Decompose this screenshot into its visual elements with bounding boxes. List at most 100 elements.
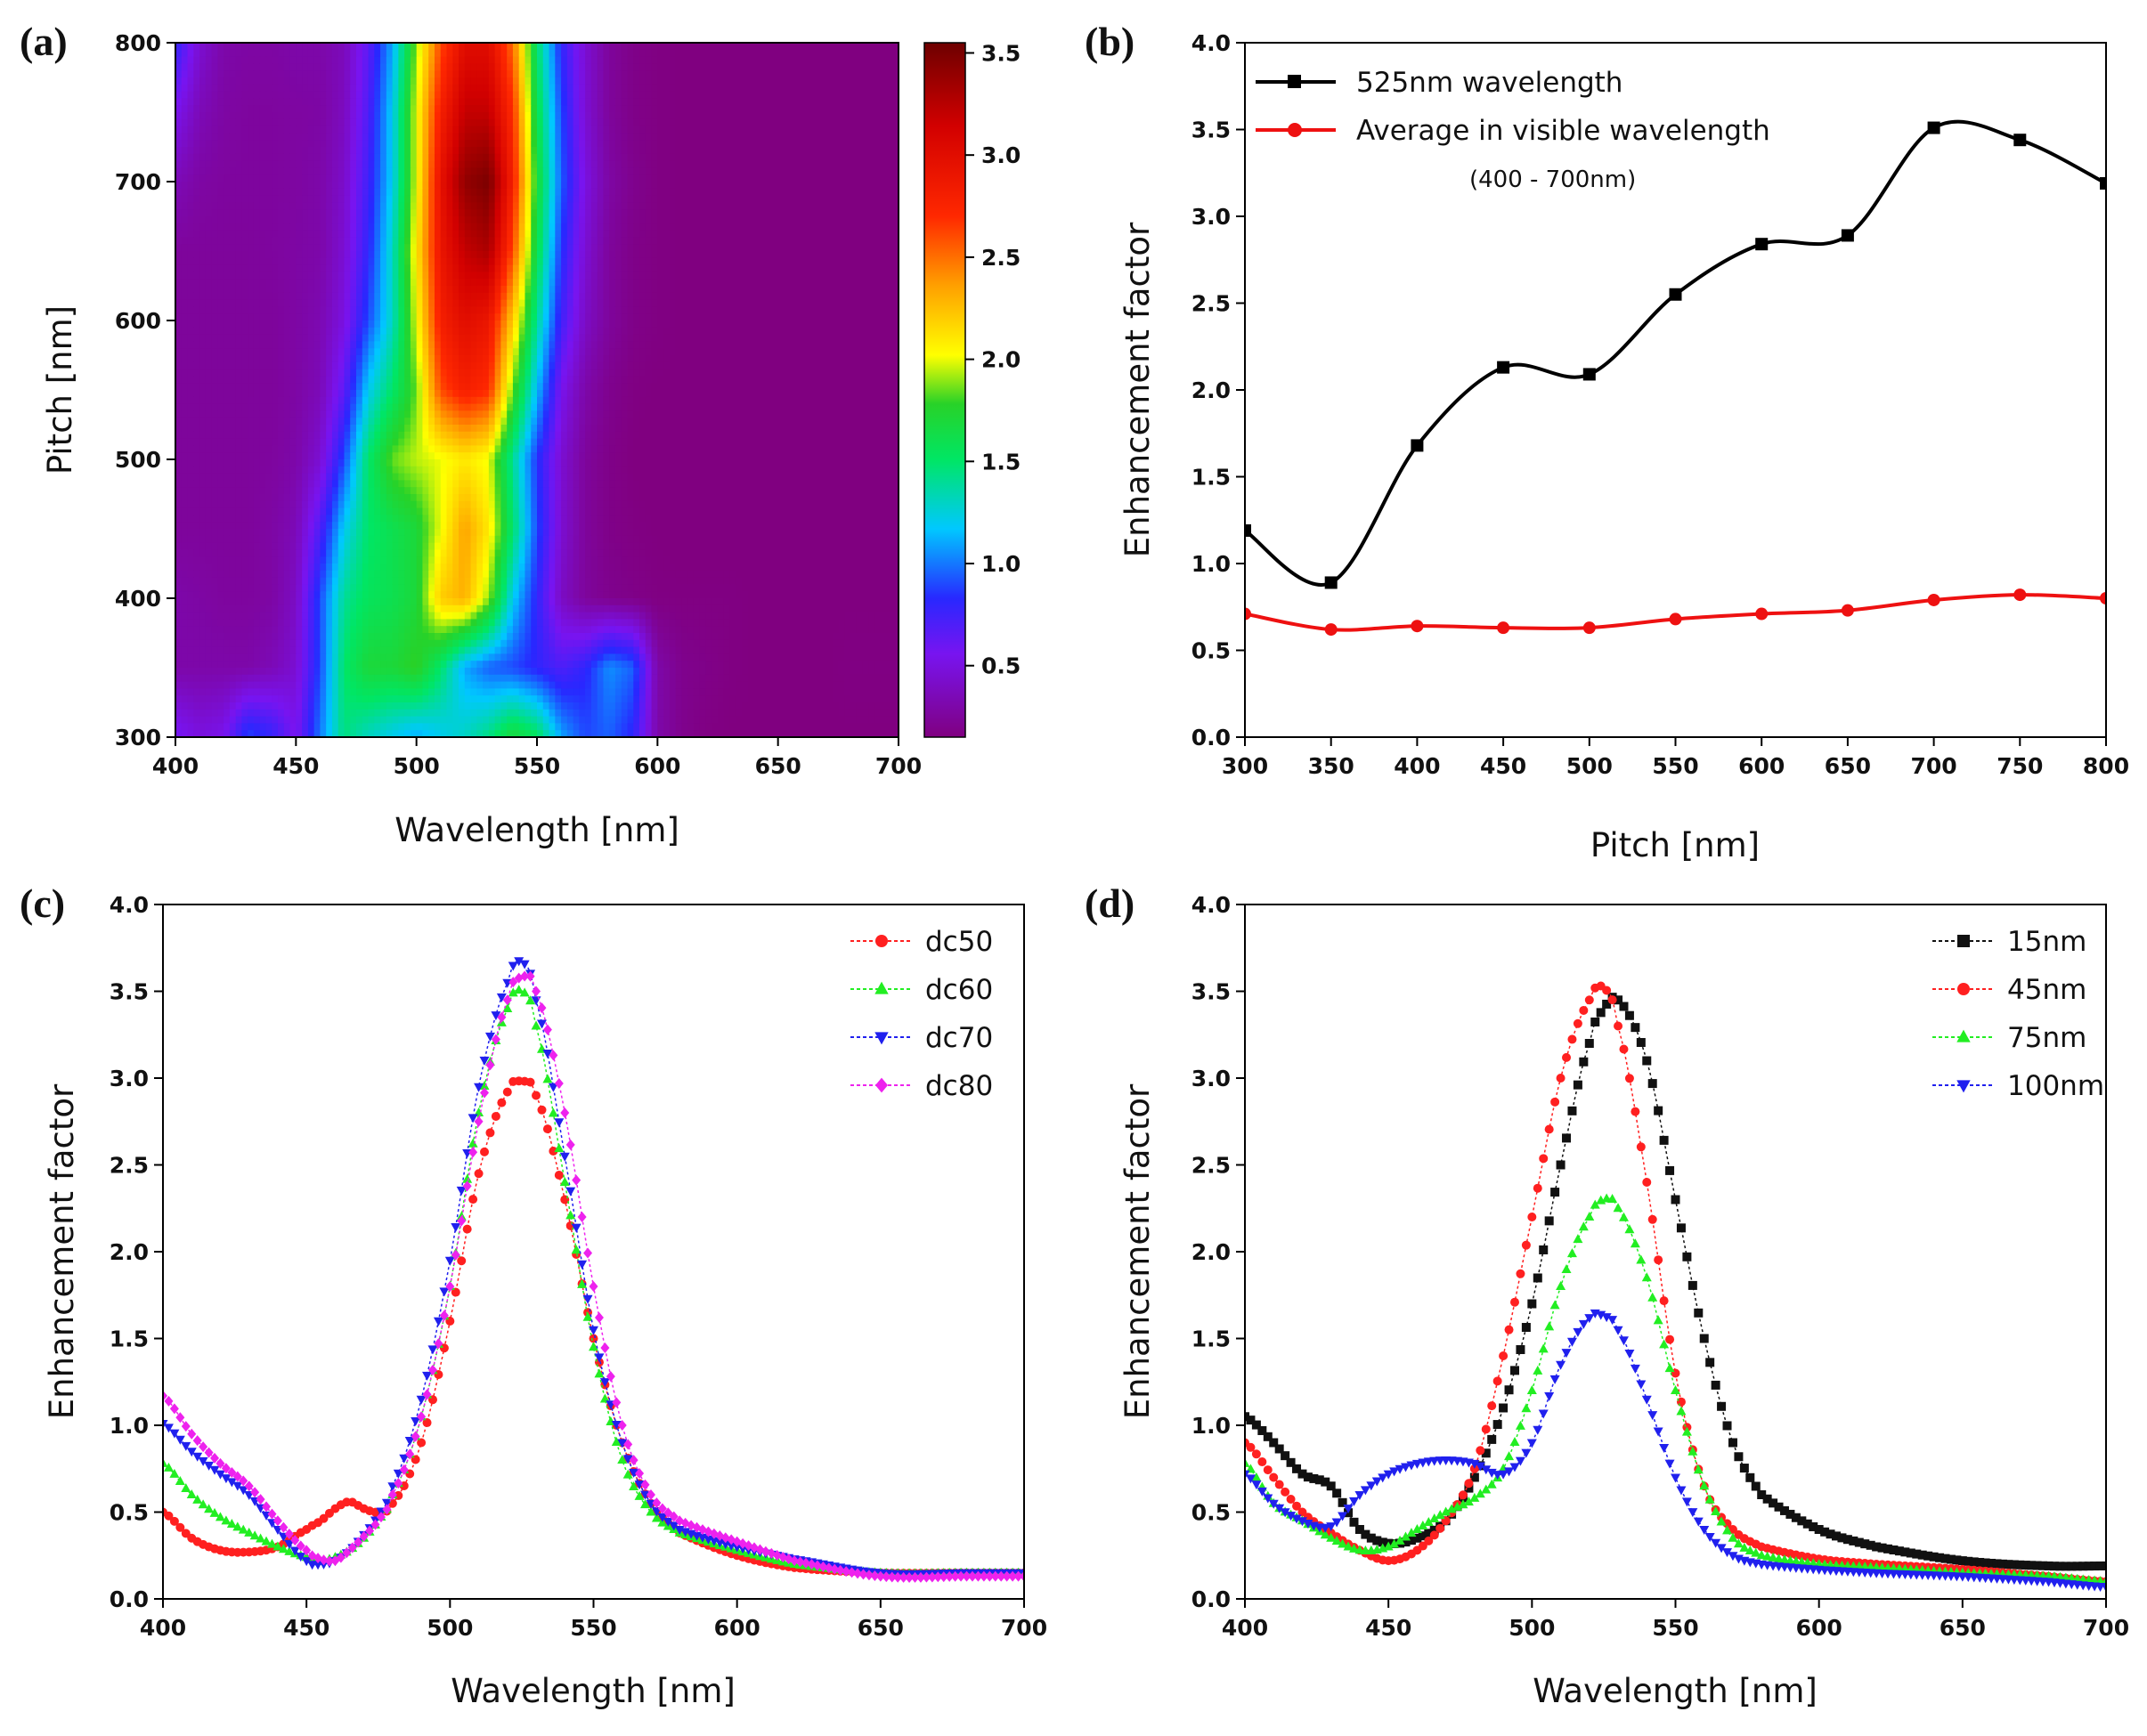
heatmap-cell: [380, 257, 387, 266]
heatmap-cell: [175, 237, 183, 245]
heatmap-cell: [771, 182, 779, 190]
heatmap-cell: [790, 167, 797, 175]
heatmap-cell: [296, 126, 303, 134]
heatmap-cell: [518, 237, 526, 245]
heatmap-cell: [488, 63, 496, 71]
heatmap-cell: [742, 133, 749, 141]
heatmap-cell: [259, 202, 267, 210]
heatmap-cell: [248, 272, 255, 280]
heatmap-cell: [850, 43, 858, 51]
heatmap-cell: [217, 133, 224, 141]
heatmap-cell: [512, 209, 520, 217]
heatmap-cell: [356, 147, 363, 155]
heatmap-cell: [784, 182, 791, 190]
heatmap-cell: [555, 327, 562, 336]
heatmap-cell: [844, 237, 851, 245]
heatmap-cell: [512, 174, 520, 183]
heatmap-cell: [542, 49, 550, 58]
heatmap-cell: [440, 118, 448, 127]
heatmap-cell: [566, 167, 574, 175]
heatmap-cell: [645, 272, 653, 280]
heatmap-cell: [296, 140, 303, 148]
heatmap-cell: [621, 105, 629, 113]
heatmap-cell: [253, 195, 261, 203]
heatmap-cell: [561, 91, 568, 99]
heatmap-cell: [283, 98, 291, 106]
heatmap-cell: [844, 182, 851, 190]
heatmap-cell: [699, 257, 707, 266]
heatmap-cell: [374, 306, 381, 314]
heatmap-cell: [494, 272, 501, 280]
heatmap-cell: [669, 279, 677, 287]
heatmap-cell: [627, 313, 634, 321]
heatmap-cell: [248, 91, 255, 99]
heatmap-cell: [627, 299, 634, 307]
heatmap-cell: [241, 251, 248, 259]
heatmap-cell: [693, 223, 701, 231]
heatmap-cell: [235, 313, 243, 321]
heatmap-cell: [326, 174, 333, 183]
heatmap-cell: [410, 264, 418, 272]
heatmap-cell: [669, 320, 677, 329]
heatmap-cell: [217, 188, 224, 197]
heatmap-cell: [747, 91, 755, 99]
heatmap-cell: [344, 195, 351, 203]
heatmap-cell: [362, 140, 370, 148]
heatmap-cell: [874, 70, 882, 78]
heatmap-cell: [187, 112, 194, 120]
heatmap-cell: [525, 306, 532, 314]
heatmap-cell: [663, 202, 671, 210]
heatmap-cell: [199, 147, 207, 155]
heatmap-cell: [723, 292, 731, 301]
heatmap-cell: [566, 299, 574, 307]
heatmap-cell: [229, 244, 237, 252]
heatmap-cell: [488, 230, 496, 238]
heatmap-cell: [235, 174, 243, 183]
heatmap-cell: [253, 77, 261, 85]
heatmap-cell: [470, 56, 477, 64]
heatmap-cell: [331, 292, 339, 301]
heatmap-cell: [326, 320, 333, 329]
heatmap-cell: [760, 230, 767, 238]
heatmap-cell: [633, 237, 640, 245]
heatmap-cell: [338, 237, 346, 245]
heatmap-cell: [573, 272, 580, 280]
heatmap-cell: [235, 209, 243, 217]
heatmap-cell: [386, 264, 394, 272]
heatmap-cell: [825, 272, 834, 280]
heatmap-cell: [699, 244, 707, 252]
heatmap-cell: [525, 257, 532, 266]
heatmap-cell: [253, 223, 261, 231]
heatmap-cell: [476, 174, 484, 183]
heatmap-cell: [723, 63, 731, 71]
heatmap-cell: [874, 279, 882, 287]
heatmap-cell: [687, 118, 695, 127]
heatmap-cell: [386, 98, 394, 106]
heatmap-cell: [549, 56, 556, 64]
heatmap-cell: [289, 292, 297, 301]
heatmap-cell: [470, 327, 477, 336]
heatmap-cell: [892, 56, 899, 64]
heatmap-cell: [609, 91, 616, 99]
heatmap-cell: [259, 112, 267, 120]
heatmap-cell: [217, 63, 224, 71]
heatmap-cell: [404, 279, 411, 287]
heatmap-cell: [566, 188, 574, 197]
heatmap-cell: [380, 230, 387, 238]
heatmap-cell: [561, 251, 568, 259]
heatmap-cell: [573, 133, 580, 141]
heatmap-cell: [512, 56, 520, 64]
heatmap-cell: [663, 292, 671, 301]
heatmap-cell: [464, 84, 472, 93]
heatmap-cell: [265, 286, 272, 294]
heatmap-cell: [175, 216, 183, 224]
heatmap-cell: [350, 112, 357, 120]
heatmap-cell: [175, 286, 183, 294]
heatmap-cell: [693, 49, 701, 58]
heatmap-cell: [880, 167, 888, 175]
heatmap-cell: [801, 98, 809, 106]
heatmap-cell: [193, 230, 200, 238]
heatmap-cell: [825, 98, 834, 106]
heatmap-cell: [181, 299, 189, 307]
heatmap-cell: [850, 140, 858, 148]
